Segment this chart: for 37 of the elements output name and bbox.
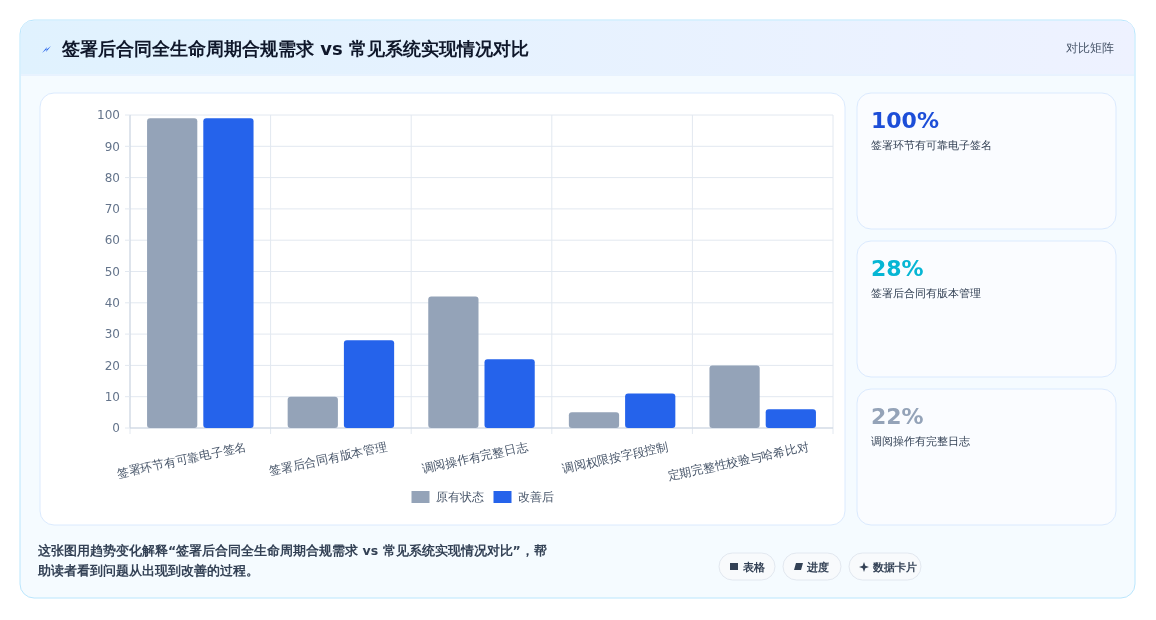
y-tick-label: 60	[104, 233, 120, 248]
y-tick-label: 100	[97, 108, 120, 123]
bar	[568, 412, 620, 428]
text: 100%	[871, 108, 939, 133]
y-tick-label: 80	[104, 170, 120, 185]
x-tick-label: 签署后合同有版本管理	[267, 439, 389, 479]
y-tick-label: 70	[104, 202, 120, 217]
text: 22%	[871, 404, 924, 429]
bar	[147, 118, 198, 428]
y-tick-label: 40	[104, 296, 120, 310]
text: 签署后合同有版本管理	[871, 287, 981, 300]
text: 数据卡片	[872, 560, 917, 574]
text: 这张图用趋势变化解释“签署后合同全生命周期合规需求 vs 常见系统实现情况对比”，帮助读者看到问题从出现到改善的过程。	[37, 543, 547, 578]
text: 对比矩阵	[1066, 41, 1114, 55]
y-tick-label: 0	[112, 421, 120, 436]
bar	[428, 296, 479, 428]
bar	[625, 393, 676, 428]
text: 进度	[806, 560, 829, 574]
bar	[287, 396, 338, 428]
chart-title: 签署后合同全生命周期合规需求 vs 常见系统实现情况对比	[61, 38, 529, 59]
text: 表格	[742, 560, 766, 574]
legend-label: 原有状态	[435, 490, 484, 505]
x-tick-label: 调阅操作有完整日志	[420, 439, 529, 476]
bar	[484, 359, 535, 428]
y-tick-label: 20	[104, 358, 120, 373]
y-tick-label: 30	[104, 327, 120, 342]
y-tick-label: 90	[104, 139, 120, 154]
text: 签署环节有可靠电子签名	[871, 139, 992, 152]
bar	[343, 340, 395, 428]
bar	[709, 365, 760, 428]
bar	[203, 118, 254, 428]
y-tick-label: 10	[104, 389, 120, 404]
bar	[765, 409, 816, 428]
legend-label: 改善后	[517, 490, 554, 505]
x-tick-label: 签署环节有可靠电子签名	[115, 439, 248, 481]
y-tick-label: 50	[104, 264, 120, 279]
text: 28%	[871, 256, 924, 281]
